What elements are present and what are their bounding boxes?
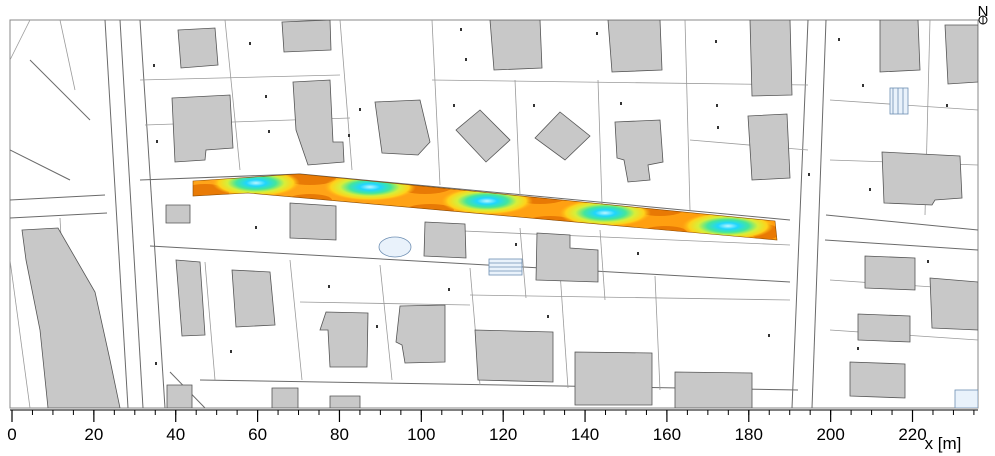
point-markers xyxy=(153,28,948,365)
buildings xyxy=(21,20,978,408)
x-axis-tick-label: 20 xyxy=(84,425,103,444)
north-label: N xyxy=(978,3,989,20)
noise-band-outline xyxy=(192,173,778,241)
x-axis: 0 20 40 60 80 100 120 140 160 180 200 220 x [m] xyxy=(7,409,978,453)
x-axis-tick-label: 180 xyxy=(735,425,763,444)
x-axis-minor-ticks xyxy=(11,410,975,415)
x-axis-tick-label: 200 xyxy=(816,425,844,444)
north-arrow-icon: N xyxy=(978,3,989,25)
x-axis-tick-label: 0 xyxy=(7,425,16,444)
road-lines xyxy=(10,20,978,408)
hatched-areas xyxy=(378,87,978,408)
x-axis-tick-label: 40 xyxy=(166,425,185,444)
x-axis-tick-label: 60 xyxy=(248,425,267,444)
x-axis-tick-label: 220 xyxy=(898,425,926,444)
x-axis-tick-label: 80 xyxy=(330,425,349,444)
x-axis-tick-label: 120 xyxy=(489,425,517,444)
x-axis-tick-label: 160 xyxy=(653,425,681,444)
x-axis-tick-labels: 0 20 40 60 80 100 120 140 160 180 200 220 xyxy=(7,425,926,444)
x-axis-major-ticks xyxy=(11,410,914,422)
x-axis-tick-label: 140 xyxy=(571,425,599,444)
x-axis-unit-label: x [m] xyxy=(925,434,962,453)
x-axis-tick-label: 100 xyxy=(407,425,435,444)
